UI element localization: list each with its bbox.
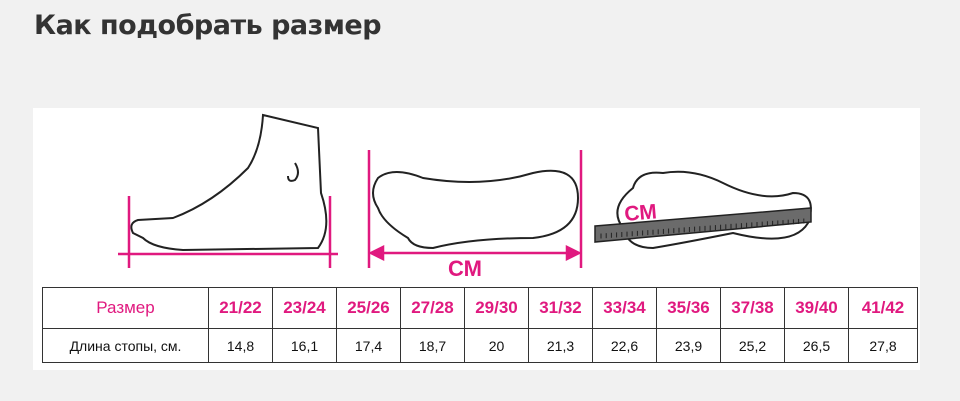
length-cell: 25,2	[720, 328, 785, 363]
size-cell: 25/26	[336, 287, 401, 329]
size-cell: 35/36	[656, 287, 721, 329]
page-title: Как подобрать размер	[34, 10, 382, 41]
ruler-icon	[594, 207, 812, 243]
size-cell: 29/30	[464, 287, 529, 329]
size-table: Размер 21/22 23/24 25/26 27/28 29/30 31/…	[42, 287, 918, 363]
length-row-label: Длина стопы, см.	[42, 328, 209, 363]
sole-measure-lines	[367, 150, 583, 268]
sole-foot-icon	[372, 169, 580, 250]
size-header-label: Размер	[42, 287, 209, 329]
ruler-unit-label-cm: СМ	[623, 200, 657, 226]
length-row: Длина стопы, см. 14,8 16,1 17,4 18,7 20 …	[42, 328, 918, 363]
length-cell: 21,3	[528, 328, 593, 363]
length-cell: 26,5	[784, 328, 849, 363]
size-row: Размер 21/22 23/24 25/26 27/28 29/30 31/…	[42, 287, 918, 329]
length-cell: 22,6	[592, 328, 657, 363]
size-cell: 41/42	[848, 287, 918, 329]
size-cell: 37/38	[720, 287, 785, 329]
shoe-sole-icon	[616, 170, 812, 250]
length-cell: 20	[464, 328, 529, 363]
length-cell: 23,9	[656, 328, 721, 363]
size-guide-panel: СМ СМ Размер 21/22 23/24 25/26 27/28 29/…	[33, 108, 920, 370]
size-cell: 33/34	[592, 287, 657, 329]
length-cell: 27,8	[848, 328, 918, 363]
size-cell: 27/28	[400, 287, 465, 329]
length-cell: 18,7	[400, 328, 465, 363]
size-cell: 23/24	[272, 287, 337, 329]
unit-label-cm: СМ	[448, 256, 482, 281]
size-cell: 39/40	[784, 287, 849, 329]
length-cell: 16,1	[272, 328, 337, 363]
size-cell: 21/22	[208, 287, 273, 329]
length-cell: 14,8	[208, 328, 273, 363]
length-cell: 17,4	[336, 328, 401, 363]
side-measure-lines	[118, 196, 338, 268]
size-cell: 31/32	[528, 287, 593, 329]
foot-measurement-illustration: СМ СМ	[118, 113, 812, 281]
side-foot-icon	[130, 113, 328, 252]
